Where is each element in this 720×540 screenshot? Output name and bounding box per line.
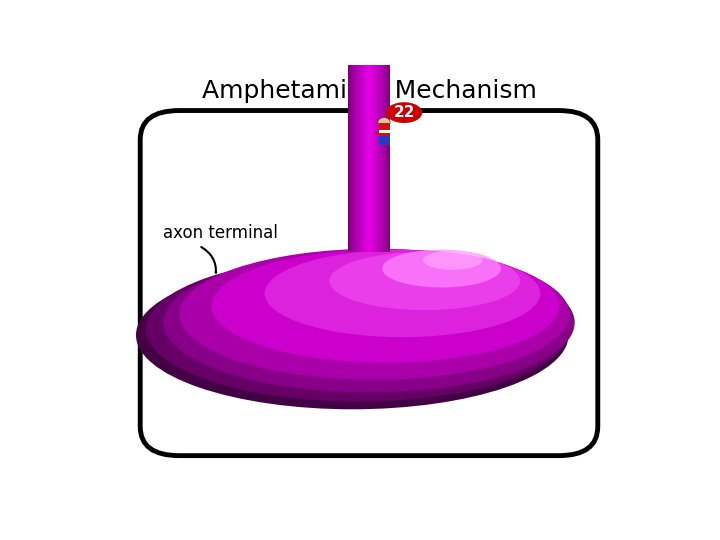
Ellipse shape <box>163 253 575 393</box>
Ellipse shape <box>136 261 569 409</box>
Ellipse shape <box>265 250 540 337</box>
FancyBboxPatch shape <box>140 111 598 456</box>
Bar <box>379 131 390 133</box>
Bar <box>379 136 384 145</box>
Bar <box>385 136 390 145</box>
Text: 22: 22 <box>393 105 415 120</box>
Ellipse shape <box>386 102 423 123</box>
Text: Amphetamine: Mechanism: Amphetamine: Mechanism <box>202 79 536 103</box>
FancyArrowPatch shape <box>202 247 216 273</box>
Bar <box>374 132 379 134</box>
Ellipse shape <box>212 249 559 363</box>
Ellipse shape <box>329 252 521 310</box>
Ellipse shape <box>145 256 570 402</box>
Ellipse shape <box>382 249 501 287</box>
Bar <box>379 123 390 136</box>
Circle shape <box>378 118 390 127</box>
Text: axon terminal: axon terminal <box>163 224 277 242</box>
Ellipse shape <box>423 251 482 269</box>
Ellipse shape <box>179 249 570 380</box>
